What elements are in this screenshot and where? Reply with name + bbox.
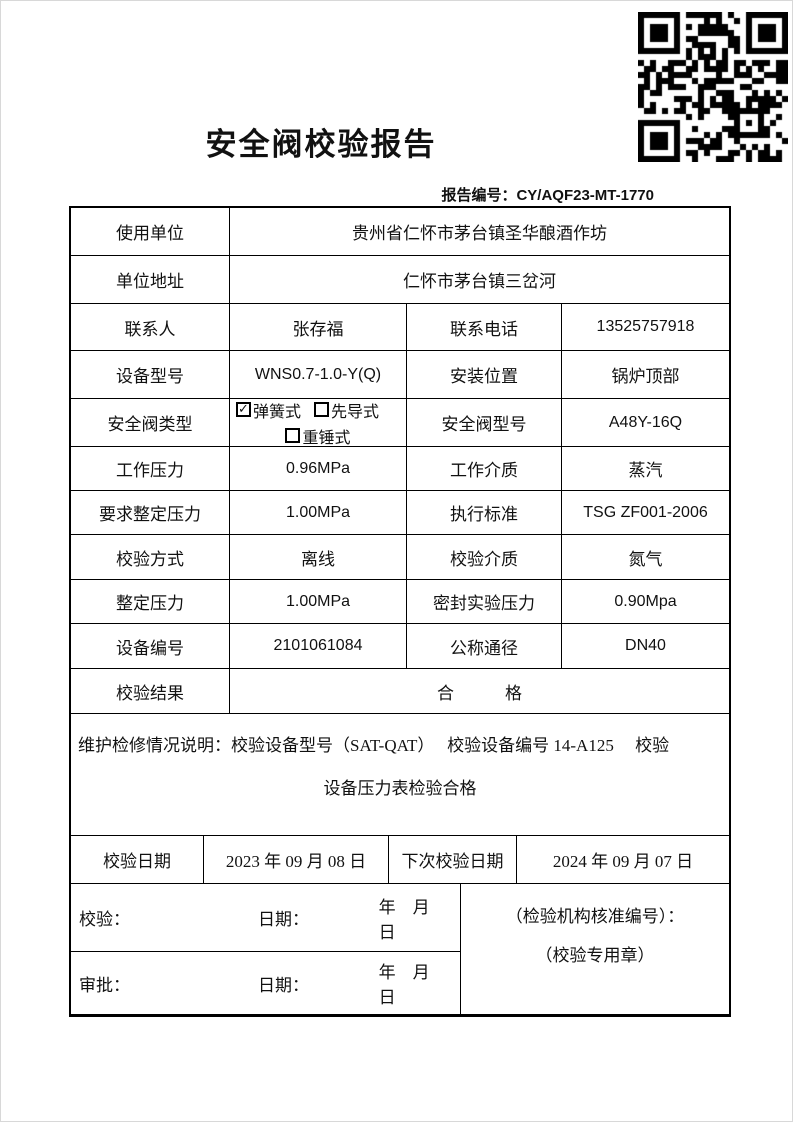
table-row-calibration-method: 校验方式 离线 校验介质 氮气 xyxy=(71,534,729,579)
row-label: 设备编号 xyxy=(116,638,184,658)
row-label: 整定压力 xyxy=(116,594,184,613)
date-label: 日期： xyxy=(258,975,310,995)
table-row-contact: 联系人 张存福 联系电话 13525757918 xyxy=(71,303,729,350)
row-value: 蒸汽 xyxy=(561,447,729,490)
row-label: 联系电话 xyxy=(406,304,561,350)
note-line: 设备压力表检验合格 xyxy=(323,779,477,798)
maintenance-note: 维护检修情况说明：校验设备型号（SAT-QAT） 校验设备编号 14-A125 … xyxy=(71,713,729,835)
row-label: 安全阀型号 xyxy=(406,399,561,446)
row-value: WNS0.7-1.0-Y(Q) xyxy=(229,351,406,398)
page-title: 安全阀校验报告 xyxy=(205,127,437,162)
row-value: DN40 xyxy=(561,624,729,668)
signer-label: 审批： xyxy=(79,975,130,995)
calibration-date: 2023 年 09 月 08 日 xyxy=(203,836,388,883)
report-number-label: 报告编号： xyxy=(441,188,517,204)
table-row-working-pressure: 工作压力 0.96MPa 工作介质 蒸汽 xyxy=(71,446,729,490)
row-label: 校验方式 xyxy=(116,549,184,569)
row-label: 安装位置 xyxy=(406,351,561,398)
checkbox-weight-type: 重锤式 xyxy=(285,424,351,447)
table-row-valve-type: 安全阀类型 ✓ 弹簧式 先导式 重锤式 xyxy=(71,398,729,446)
checkbox-spring-type: ✓ 弹簧式 xyxy=(236,399,301,422)
signature-left: 校验： 日期： 年 月 日 审批： 日期： 年 月 日 xyxy=(71,884,460,1014)
table-row-use-unit: 使用单位 贵州省仁怀市茅台镇圣华酿酒作坊 xyxy=(71,208,729,255)
checkbox-label: 重锤式 xyxy=(302,429,351,447)
signer-label: 校验： xyxy=(79,910,130,929)
row-label: 单位地址 xyxy=(116,272,184,291)
row-label: 要求整定压力 xyxy=(99,505,201,524)
approval-number-label: （检验机构核准编号）： xyxy=(505,907,685,926)
stamp-area: （检验机构核准编号）： （校验专用章） xyxy=(460,884,729,1014)
table-row-unit-address: 单位地址 仁怀市茅台镇三岔河 xyxy=(71,255,729,303)
row-label: 工作介质 xyxy=(406,447,561,490)
report-number-value: CY/AQF23-MT-1770 xyxy=(516,187,654,204)
checkbox-pilot-type: 先导式 xyxy=(314,399,379,422)
report-table: 使用单位 贵州省仁怀市茅台镇圣华酿酒作坊 单位地址 仁怀市茅台镇三岔河 联系人 … xyxy=(69,206,731,1017)
row-label: 联系人 xyxy=(124,319,176,339)
row-value: 离线 xyxy=(229,535,406,579)
table-row-required-set-pressure: 要求整定压力 1.00MPa 执行标准 TSG ZF001-2006 xyxy=(71,490,729,534)
row-label: 安全阀类型 xyxy=(107,415,193,434)
next-calibration-date: 2024 年 09 月 07 日 xyxy=(516,836,729,883)
special-stamp-label: （校验专用章） xyxy=(535,946,655,965)
row-value: 1.00MPa xyxy=(229,491,406,534)
ymd-label: 年 月 日 xyxy=(378,963,447,1007)
row-label: 校验日期 xyxy=(103,852,171,871)
checkbox-label: 先导式 xyxy=(331,403,380,421)
note-line: 维护检修情况说明：校验设备型号（SAT-QAT） 校验设备编号 14-A125 … xyxy=(78,736,670,755)
row-value: 仁怀市茅台镇三岔河 xyxy=(229,256,729,303)
checkbox-checked-icon: ✓ xyxy=(236,402,251,417)
row-label: 密封实验压力 xyxy=(406,580,561,623)
signature-block: 校验： 日期： 年 月 日 审批： 日期： 年 月 日 （检验机构核准编号）： … xyxy=(71,883,729,1014)
checkbox-label: 弹簧式 xyxy=(253,403,302,421)
row-label: 设备型号 xyxy=(116,367,184,386)
table-row-device-model: 设备型号 WNS0.7-1.0-Y(Q) 安装位置 锅炉顶部 xyxy=(71,350,729,398)
row-value: 1.00MPa xyxy=(229,580,406,623)
valve-type-options: ✓ 弹簧式 先导式 重锤式 xyxy=(229,399,406,446)
row-value: 13525757918 xyxy=(561,304,729,350)
table-row-result: 校验结果 合 格 xyxy=(71,668,729,713)
row-label: 使用单位 xyxy=(116,224,184,243)
row-label: 校验结果 xyxy=(116,683,184,703)
row-label: 执行标准 xyxy=(406,491,561,534)
signature-row-calibrator: 校验： 日期： 年 月 日 xyxy=(71,884,460,951)
row-label: 校验介质 xyxy=(406,535,561,579)
row-value: 贵州省仁怀市茅台镇圣华酿酒作坊 xyxy=(229,208,729,255)
row-value: 锅炉顶部 xyxy=(561,351,729,398)
qr-code-icon xyxy=(638,12,788,162)
date-label: 日期： xyxy=(258,910,310,929)
table-row-set-pressure: 整定压力 1.00MPa 密封实验压力 0.90Mpa xyxy=(71,579,729,623)
row-value: TSG ZF001-2006 xyxy=(561,491,729,534)
row-label: 工作压力 xyxy=(116,461,184,480)
row-value: 张存福 xyxy=(229,304,406,350)
result-value: 合 格 xyxy=(229,669,729,713)
checkbox-unchecked-icon xyxy=(285,428,301,443)
table-row-device-number: 设备编号 2101061084 公称通径 DN40 xyxy=(71,623,729,668)
row-value: 2101061084 xyxy=(229,624,406,668)
report-number: 报告编号：CY/AQF23-MT-1770 xyxy=(441,184,654,205)
row-label: 下次校验日期 xyxy=(388,836,516,883)
ymd-label: 年 月 日 xyxy=(378,897,447,942)
row-value: 氮气 xyxy=(561,535,729,579)
row-value: 0.90Mpa xyxy=(561,580,729,623)
row-value: A48Y-16Q xyxy=(561,399,729,446)
checkbox-unchecked-icon xyxy=(314,402,330,417)
row-label: 公称通径 xyxy=(406,624,561,668)
row-value: 0.96MPa xyxy=(229,447,406,490)
signature-row-approver: 审批： 日期： 年 月 日 xyxy=(71,951,460,1014)
table-row-dates: 校验日期 2023 年 09 月 08 日 下次校验日期 2024 年 09 月… xyxy=(71,835,729,883)
